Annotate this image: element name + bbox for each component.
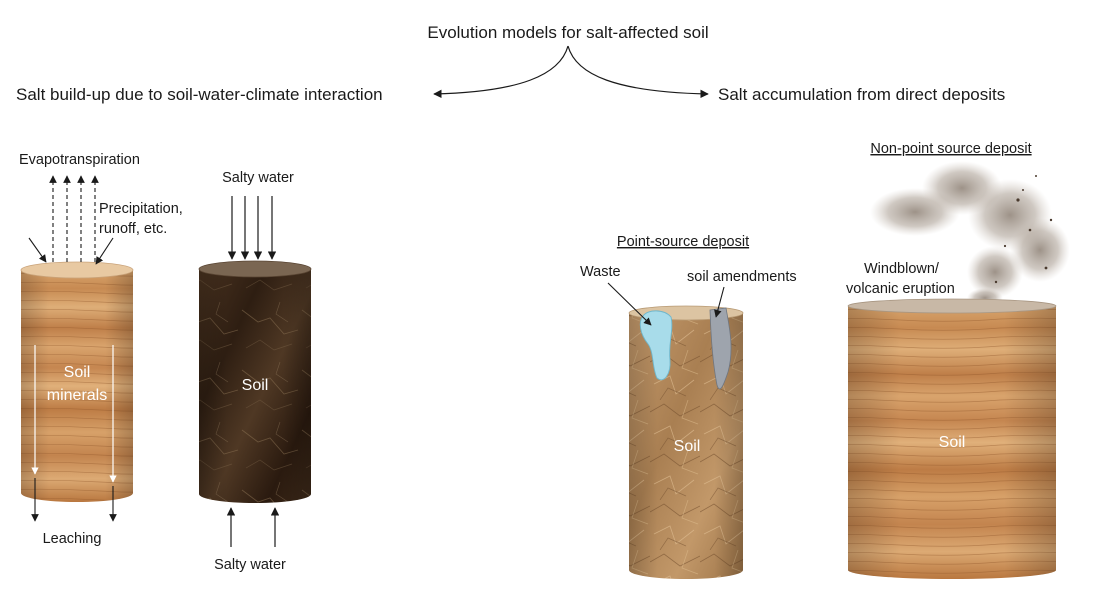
leaching-label: Leaching xyxy=(43,531,102,547)
branch-curve-right xyxy=(567,45,709,99)
waste-deposit xyxy=(639,310,673,381)
non-point-source-heading: Non-point source deposit xyxy=(870,141,1031,157)
cylinder1-inner-label-2: minerals xyxy=(47,387,107,404)
evapotranspiration-arrows xyxy=(49,175,99,262)
precipitation-label-2: runoff, etc. xyxy=(99,221,167,237)
waste-pointer-arrow xyxy=(607,282,652,326)
salty-water-bottom-label: Salty water xyxy=(214,557,286,573)
cylinder1-inner-label-1: Soil xyxy=(64,364,91,381)
diagram-title: Evolution models for salt-affected soil xyxy=(427,23,708,42)
non-point-source-cylinder: Soil xyxy=(847,298,1057,579)
cylinder1-top xyxy=(20,261,134,279)
soil-minerals-cylinder: Soil minerals xyxy=(20,261,134,502)
salty-water-top-label: Salty water xyxy=(222,170,294,186)
branch-curve-left xyxy=(433,45,569,99)
precipitation-label-1: Precipitation, xyxy=(99,201,183,217)
waste-label: Waste xyxy=(580,264,621,280)
cylinder3-inner-label: Soil xyxy=(674,438,701,455)
amendment-deposit xyxy=(709,307,732,390)
salty-water-inflow-arrows xyxy=(227,196,277,260)
precipitation-arrow-left xyxy=(28,237,47,263)
left-branch-label: Salt build-up due to soil-water-climate … xyxy=(16,85,383,104)
windblown-label-1: Windblown/ xyxy=(864,261,940,277)
cylinder4-inner-label: Soil xyxy=(939,434,966,451)
cylinder4-top xyxy=(847,298,1057,314)
salty-water-cylinder: Soil xyxy=(198,260,312,503)
cylinder2-top xyxy=(198,260,312,278)
amendments-pointer-arrow xyxy=(714,286,725,318)
precipitation-arrow-right xyxy=(95,237,114,265)
soil-amendments-label: soil amendments xyxy=(687,269,797,285)
evapotranspiration-label: Evapotranspiration xyxy=(19,152,140,168)
cylinder2-inner-label: Soil xyxy=(242,377,269,394)
right-branch-label: Salt accumulation from direct deposits xyxy=(718,85,1005,104)
point-source-cylinder: Soil xyxy=(628,305,744,579)
point-source-heading: Point-source deposit xyxy=(617,234,749,250)
windblown-label-2: volcanic eruption xyxy=(846,281,955,297)
